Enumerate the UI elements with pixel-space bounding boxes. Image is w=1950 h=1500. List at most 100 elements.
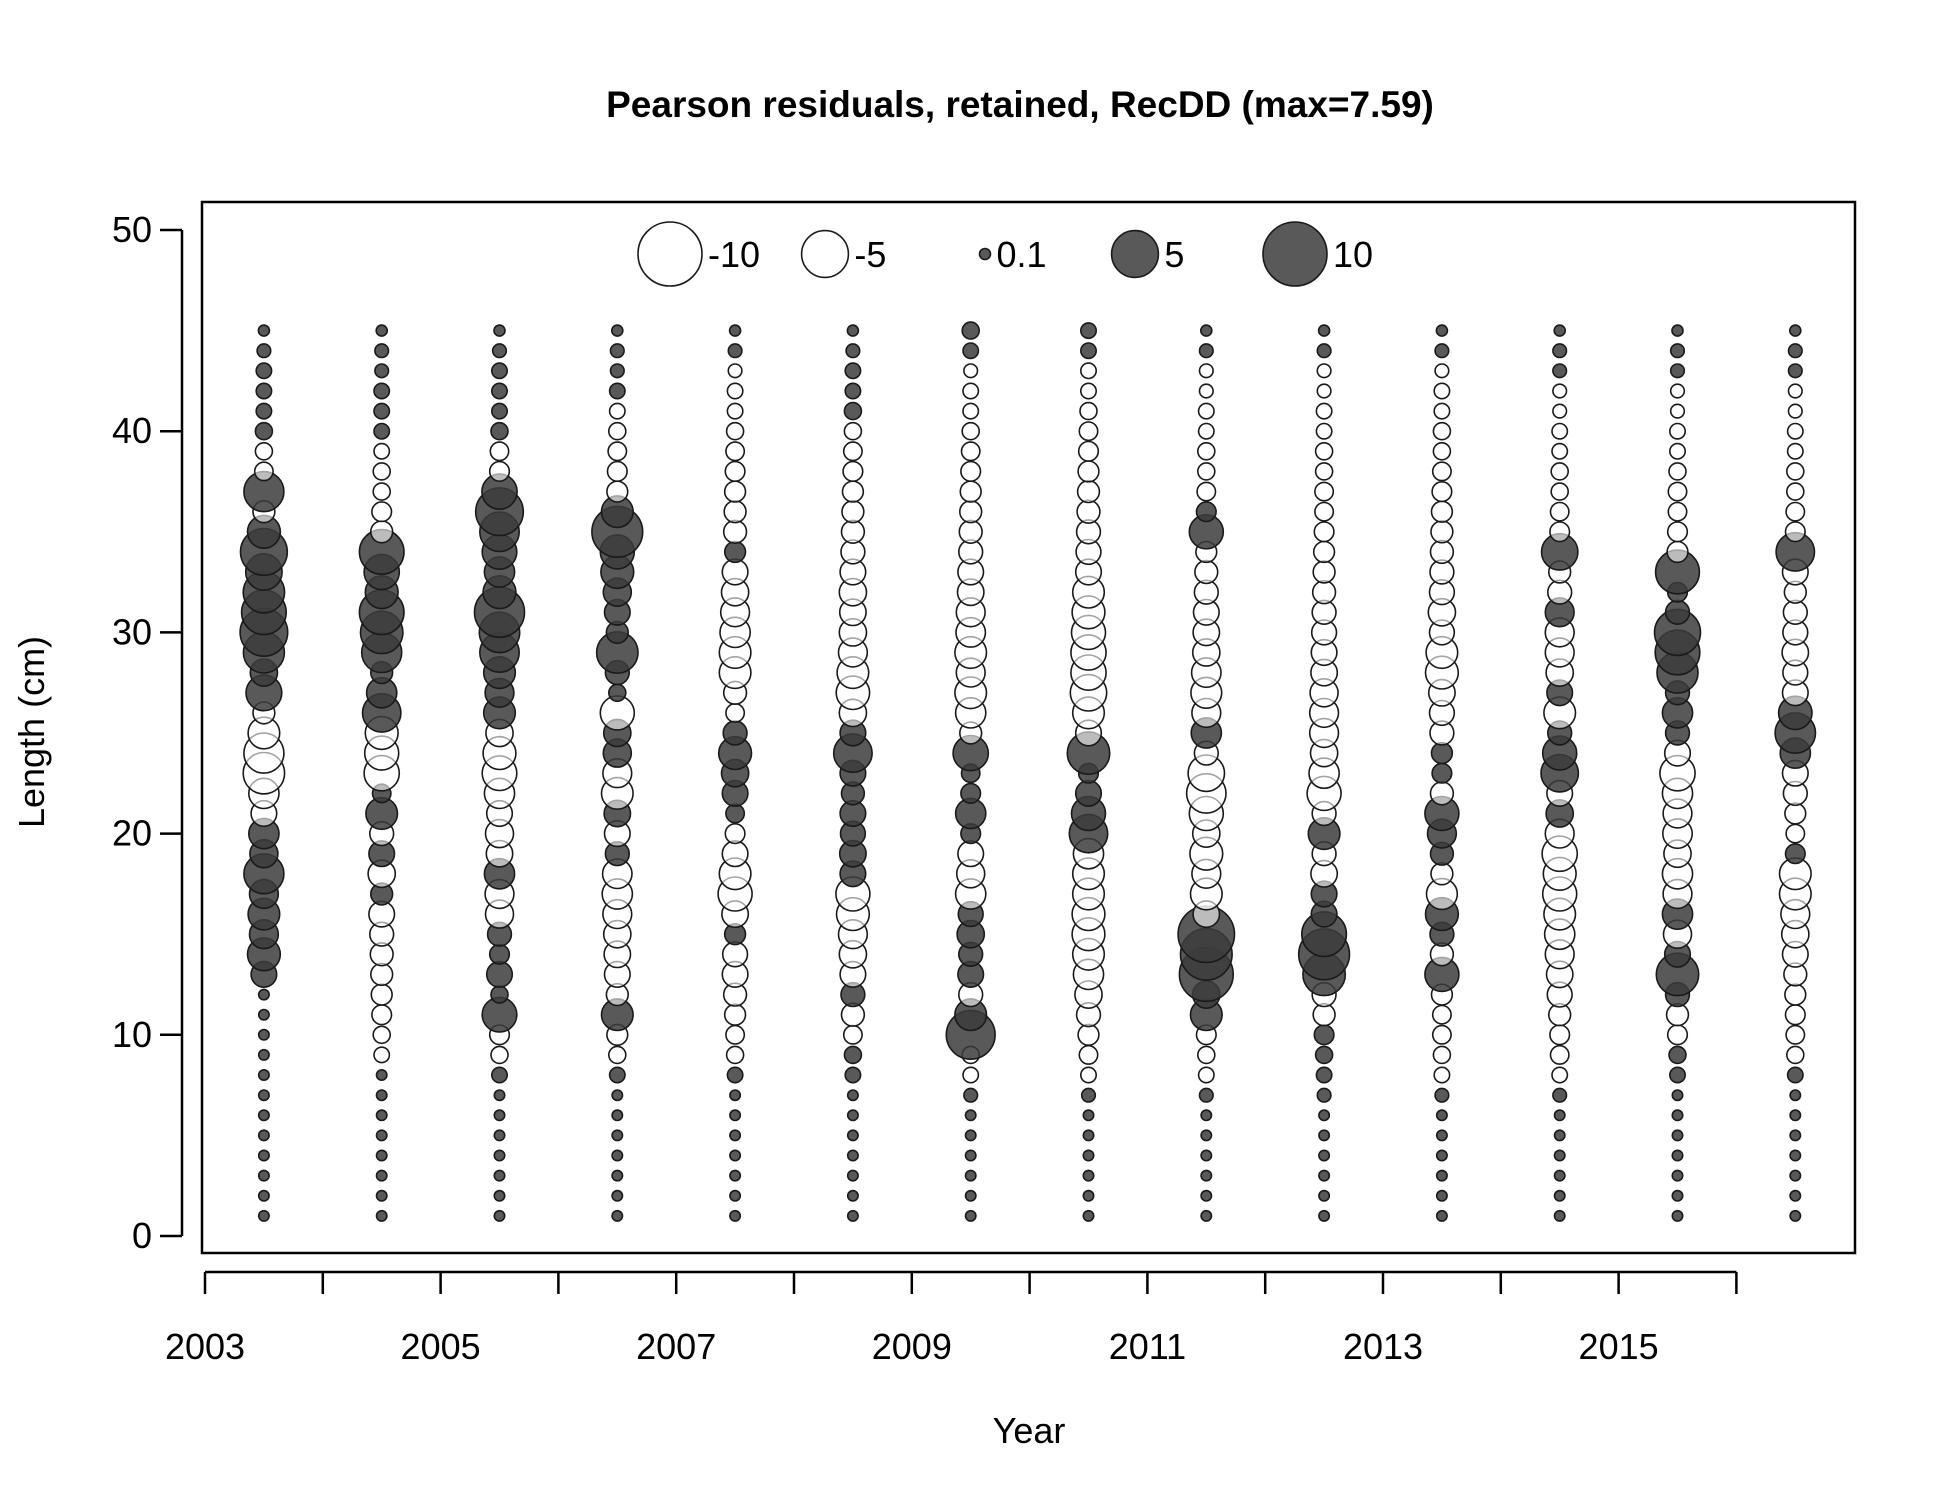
residual-bubble <box>254 441 274 461</box>
residual-bubble <box>375 1089 388 1102</box>
residual-bubble <box>255 402 273 420</box>
residual-bubble <box>372 462 392 481</box>
residual-bubble <box>1080 382 1098 400</box>
residual-bubble <box>846 1149 859 1162</box>
residual-bubble <box>1079 401 1098 421</box>
residual-bubble <box>1318 1169 1331 1182</box>
y-tick-label: 40 <box>112 410 152 451</box>
residual-bubble <box>375 1149 388 1162</box>
residual-bubble <box>372 1025 392 1045</box>
residual-bubble <box>1552 383 1568 399</box>
residual-bubble <box>1553 1129 1566 1142</box>
residual-bubble <box>728 324 742 337</box>
x-axis: 2003 2005 2007 2009 2011 2013 2015 <box>165 1270 1738 1367</box>
residual-bubble <box>1082 1189 1095 1202</box>
residual-bubble <box>721 941 749 968</box>
residual-bubble <box>958 500 983 524</box>
residual-bubble <box>1784 1004 1806 1026</box>
residual-bubble <box>1551 1066 1569 1084</box>
residual-bubble <box>1435 1189 1448 1202</box>
residual-bubble <box>1318 1129 1331 1142</box>
legend-bubble <box>978 247 992 261</box>
residual-bubble <box>845 343 861 359</box>
plot-frame <box>200 200 1857 1255</box>
residual-bubble <box>1313 1024 1335 1046</box>
residual-bubble <box>606 460 628 483</box>
residual-bubble <box>1200 1109 1213 1122</box>
residual-bubble <box>1435 1169 1448 1182</box>
residual-bubble <box>373 382 391 400</box>
residual-bubble <box>1316 363 1332 379</box>
residual-bubble <box>842 1024 863 1045</box>
residual-bubble <box>374 363 390 379</box>
residual-bubble <box>375 1129 388 1142</box>
residual-bubble <box>490 402 508 420</box>
residual-bubble <box>846 1109 859 1122</box>
residual-bubble <box>1669 343 1686 359</box>
residual-bubble <box>1671 1129 1684 1142</box>
residual-bubble <box>1082 1129 1095 1142</box>
residual-bubble <box>608 402 626 420</box>
residual-bubble <box>490 362 508 380</box>
residual-bubble <box>1197 402 1215 420</box>
residual-bubble <box>254 421 274 441</box>
residual-bubble <box>957 840 985 868</box>
residual-bubble <box>491 343 508 359</box>
residual-bubble <box>1553 1209 1566 1222</box>
residual-bubble <box>1667 481 1688 502</box>
residual-bubble <box>1786 462 1805 481</box>
residual-bubble <box>1549 1024 1571 1046</box>
residual-bubble <box>960 782 982 805</box>
residual-bubble <box>256 343 272 359</box>
residual-bubble <box>960 460 982 483</box>
residual-bubble <box>961 421 981 441</box>
residual-bubble <box>1080 1066 1098 1084</box>
residual-bubble <box>1785 1024 1806 1045</box>
residual-bubble <box>1431 762 1453 784</box>
residual-bubble <box>1074 779 1103 808</box>
residual-bubble <box>1671 324 1684 337</box>
residual-bubble <box>607 441 628 462</box>
residual-bubble <box>1669 363 1686 379</box>
residual-bubble <box>1671 1089 1684 1102</box>
residual-bubble <box>1666 521 1689 543</box>
x-tick-label: 2013 <box>1343 1326 1423 1367</box>
residual-bubble <box>488 460 511 483</box>
residual-bubble <box>1198 343 1214 359</box>
residual-bubble <box>1312 540 1336 564</box>
residual-bubble <box>257 1189 270 1202</box>
residual-bubble <box>1316 343 1332 359</box>
legend: -10 -5 0.1 5 10 <box>637 221 1373 287</box>
residual-bubble <box>1197 441 1216 461</box>
residual-bubble <box>1196 481 1217 502</box>
chart-title: Pearson residuals, retained, RecDD (max=… <box>606 84 1434 125</box>
legend-bubble <box>800 229 850 279</box>
x-tick-label: 2015 <box>1579 1326 1659 1367</box>
residual-bubble <box>608 1066 626 1084</box>
residual-bubble <box>958 519 983 544</box>
residual-bubble <box>840 519 866 544</box>
residual-bubble <box>1197 1066 1215 1084</box>
y-axis: 0 10 20 30 40 50 <box>112 209 184 1256</box>
residual-bubble <box>1553 324 1566 337</box>
residual-bubble <box>962 342 980 360</box>
residual-bubble <box>607 421 627 441</box>
legend-bubble <box>637 221 703 287</box>
residual-bubble <box>373 422 391 440</box>
residual-bubble <box>373 402 391 420</box>
residual-bubble <box>490 985 509 1004</box>
residual-bubble <box>1200 1129 1213 1142</box>
residual-bubble <box>962 402 980 420</box>
residual-bubble <box>488 943 511 965</box>
residual-bubble <box>1789 1149 1802 1162</box>
residual-bubble <box>961 321 981 340</box>
y-tick-label: 30 <box>112 611 152 652</box>
y-tick-label: 0 <box>132 1215 152 1256</box>
residual-bubble <box>1082 1149 1095 1162</box>
residual-bubble <box>1669 1066 1687 1084</box>
legend-bubble <box>1110 229 1160 279</box>
residual-bubble <box>370 962 394 987</box>
residual-bubble <box>1314 481 1335 502</box>
residual-bubble <box>1198 383 1214 399</box>
